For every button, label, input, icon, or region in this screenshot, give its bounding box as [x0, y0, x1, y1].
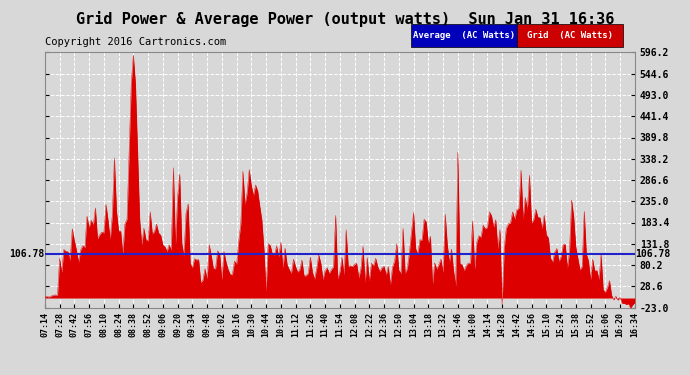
Text: 106.78: 106.78 — [635, 249, 671, 259]
FancyBboxPatch shape — [517, 24, 623, 47]
Text: Grid Power & Average Power (output watts)  Sun Jan 31 16:36: Grid Power & Average Power (output watts… — [76, 11, 614, 27]
Text: Average  (AC Watts): Average (AC Watts) — [413, 32, 515, 40]
Text: 106.78: 106.78 — [9, 249, 44, 259]
Text: Grid  (AC Watts): Grid (AC Watts) — [527, 32, 613, 40]
Text: Copyright 2016 Cartronics.com: Copyright 2016 Cartronics.com — [45, 38, 226, 47]
FancyBboxPatch shape — [411, 24, 517, 47]
